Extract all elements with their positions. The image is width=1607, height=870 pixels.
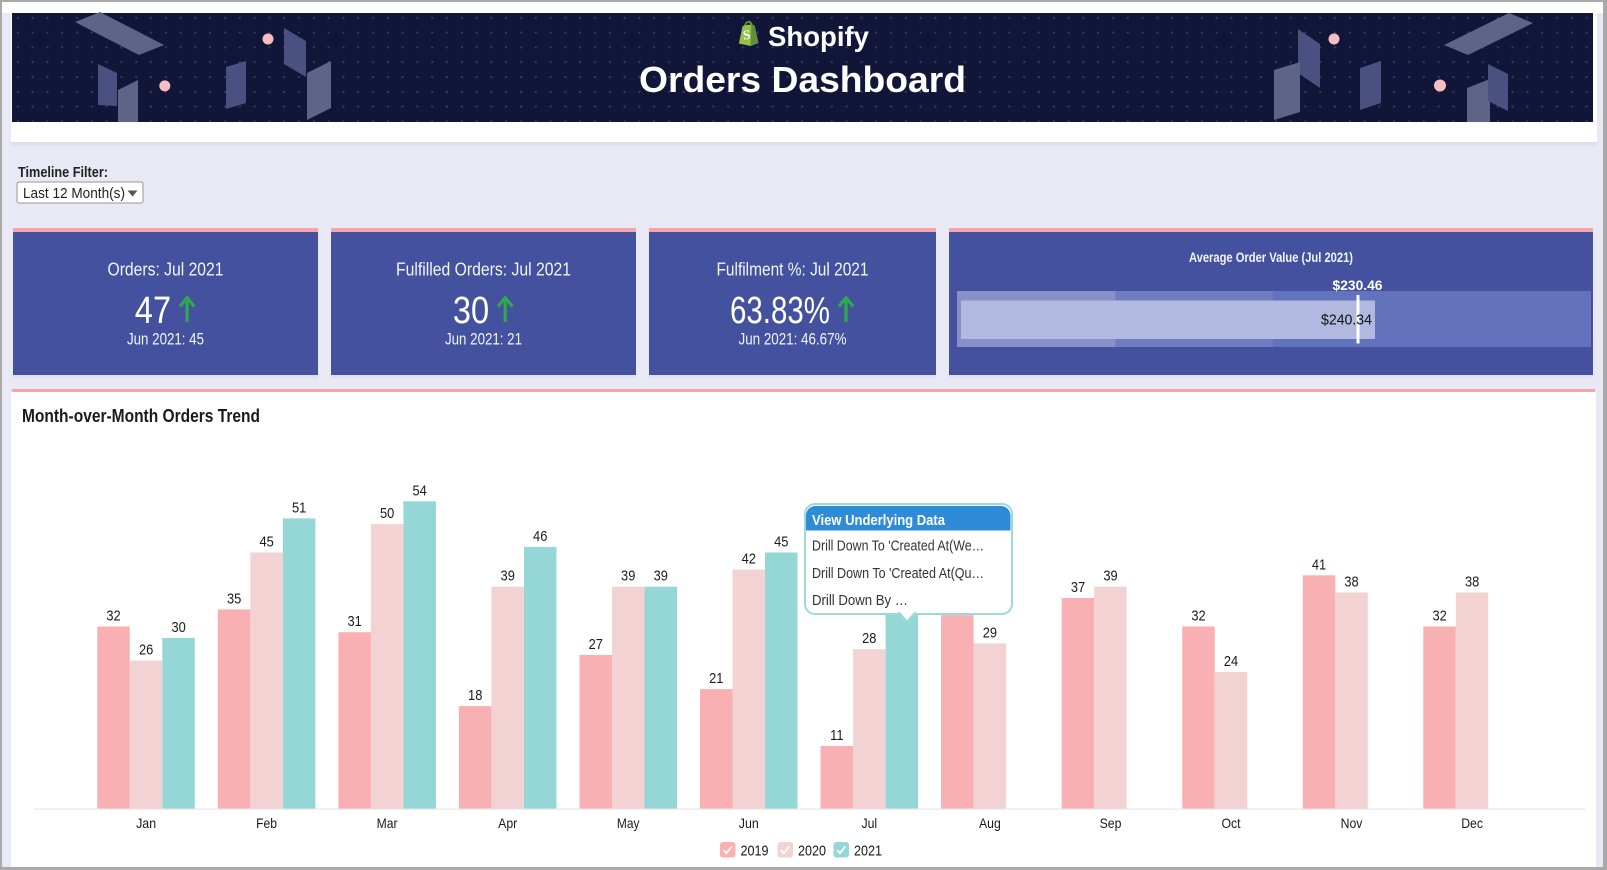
svg-text:38: 38 bbox=[1465, 573, 1479, 590]
svg-text:Month-over-Month Orders Trend: Month-over-Month Orders Trend bbox=[22, 406, 260, 426]
svg-text:Jun 2021: 21: Jun 2021: 21 bbox=[445, 330, 522, 349]
svg-text:Last 12 Month(s): Last 12 Month(s) bbox=[23, 185, 125, 202]
svg-text:47: 47 bbox=[135, 290, 171, 332]
svg-text:30: 30 bbox=[453, 290, 489, 332]
svg-text:Jun 2021: 46.67%: Jun 2021: 46.67% bbox=[739, 330, 847, 349]
svg-text:45: 45 bbox=[259, 534, 273, 551]
svg-text:11: 11 bbox=[830, 727, 843, 744]
svg-text:Orders Dashboard: Orders Dashboard bbox=[639, 59, 966, 100]
svg-text:50: 50 bbox=[380, 505, 394, 522]
svg-text:18: 18 bbox=[468, 687, 482, 704]
svg-text:Drill Down To 'Created At(We…: Drill Down To 'Created At(We… bbox=[812, 538, 984, 555]
svg-text:39: 39 bbox=[654, 568, 668, 585]
svg-text:42: 42 bbox=[742, 551, 756, 568]
svg-text:Mar: Mar bbox=[377, 815, 398, 831]
svg-text:24: 24 bbox=[1224, 653, 1238, 670]
svg-text:Average Order Value (Jul 2021): Average Order Value (Jul 2021) bbox=[1189, 249, 1353, 265]
svg-text:Jul: Jul bbox=[861, 815, 877, 831]
svg-text:Shopify: Shopify bbox=[768, 21, 869, 52]
svg-text:46: 46 bbox=[533, 528, 547, 545]
svg-text:27: 27 bbox=[589, 636, 603, 653]
svg-text:Jan: Jan bbox=[136, 815, 156, 831]
svg-text:Aug: Aug bbox=[979, 815, 1001, 831]
svg-text:Jun 2021: 45: Jun 2021: 45 bbox=[127, 330, 204, 349]
svg-text:2020: 2020 bbox=[798, 843, 826, 860]
svg-text:Feb: Feb bbox=[256, 815, 277, 831]
svg-text:Fulfilment %: Jul 2021: Fulfilment %: Jul 2021 bbox=[717, 260, 869, 280]
svg-text:View Underlying Data: View Underlying Data bbox=[812, 512, 946, 529]
svg-text:2021: 2021 bbox=[854, 843, 882, 860]
svg-text:29: 29 bbox=[983, 625, 997, 642]
svg-text:39: 39 bbox=[621, 568, 635, 585]
svg-text:21: 21 bbox=[709, 670, 723, 687]
svg-text:Dec: Dec bbox=[1461, 815, 1483, 831]
svg-text:30: 30 bbox=[171, 619, 185, 636]
svg-text:S: S bbox=[742, 27, 751, 43]
svg-text:Fulfilled Orders: Jul 2021: Fulfilled Orders: Jul 2021 bbox=[396, 260, 571, 280]
svg-text:54: 54 bbox=[412, 482, 426, 499]
svg-text:Apr: Apr bbox=[498, 815, 517, 831]
svg-text:31: 31 bbox=[347, 613, 361, 630]
svg-text:May: May bbox=[617, 815, 640, 831]
svg-text:Oct: Oct bbox=[1221, 815, 1240, 831]
svg-text:$230.46: $230.46 bbox=[1333, 277, 1383, 293]
svg-text:35: 35 bbox=[227, 590, 241, 607]
svg-text:28: 28 bbox=[862, 630, 876, 647]
svg-text:41: 41 bbox=[1312, 556, 1326, 573]
svg-text:39: 39 bbox=[501, 568, 515, 585]
svg-text:38: 38 bbox=[1344, 573, 1358, 590]
svg-text:32: 32 bbox=[1432, 608, 1446, 625]
svg-text:39: 39 bbox=[1103, 568, 1117, 585]
svg-text:Drill Down To 'Created At(Qu…: Drill Down To 'Created At(Qu… bbox=[812, 565, 984, 582]
svg-text:Timeline Filter:: Timeline Filter: bbox=[18, 164, 108, 181]
svg-text:32: 32 bbox=[106, 608, 120, 625]
svg-text:Nov: Nov bbox=[1341, 815, 1363, 831]
svg-text:Drill Down By …: Drill Down By … bbox=[812, 592, 908, 609]
svg-text:63.83%: 63.83% bbox=[730, 290, 830, 332]
svg-text:45: 45 bbox=[774, 534, 788, 551]
svg-text:26: 26 bbox=[139, 642, 153, 659]
svg-text:$240.34: $240.34 bbox=[1321, 312, 1372, 329]
svg-text:Jun: Jun bbox=[739, 815, 759, 831]
svg-text:Sep: Sep bbox=[1100, 815, 1122, 831]
svg-text:37: 37 bbox=[1071, 579, 1085, 596]
svg-text:Orders: Jul 2021: Orders: Jul 2021 bbox=[108, 260, 224, 280]
svg-text:32: 32 bbox=[1191, 608, 1205, 625]
svg-text:2019: 2019 bbox=[741, 843, 769, 860]
svg-text:51: 51 bbox=[292, 499, 306, 516]
